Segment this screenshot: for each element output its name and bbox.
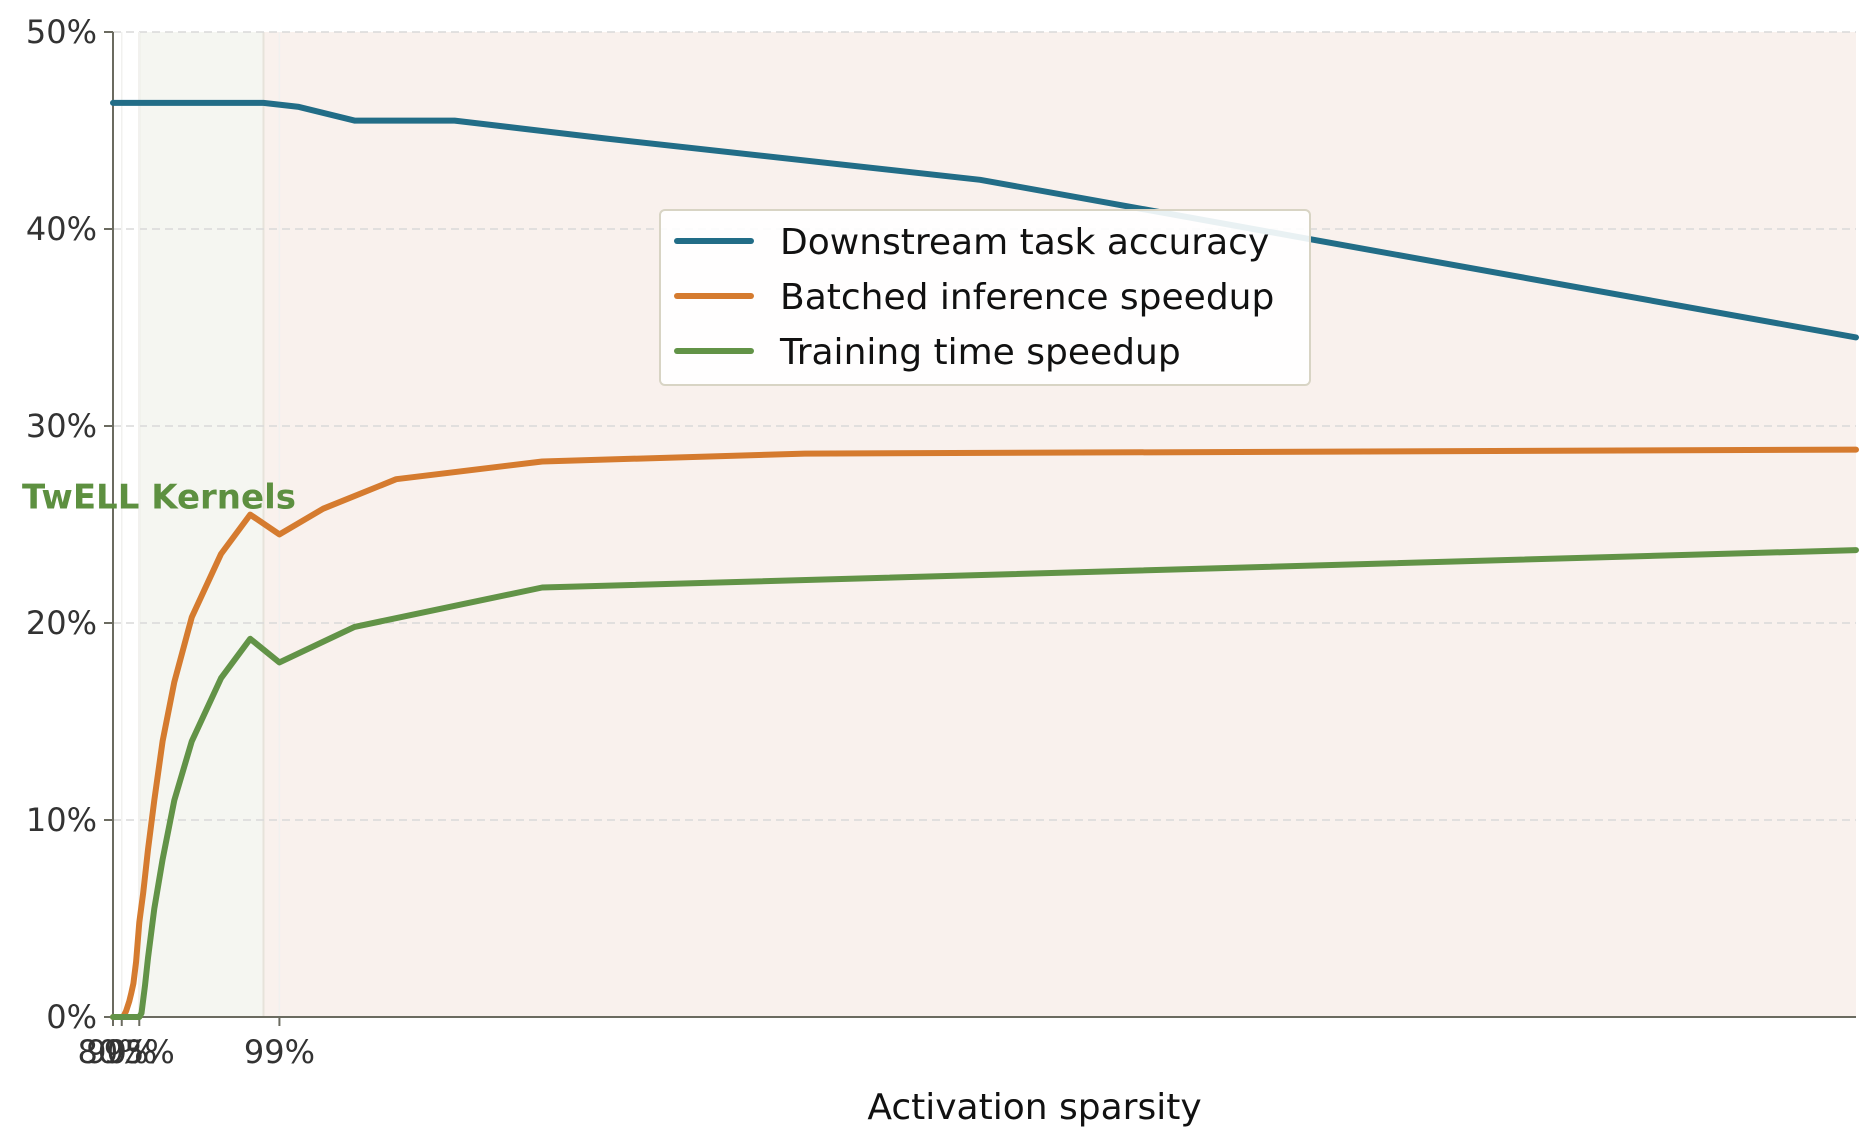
series-line-0: [110, 99, 1859, 341]
y-tick-label: 40%: [26, 210, 97, 248]
axes: 0% 10% 20% 30% 40% 50% 80%90%95% 99%: [26, 13, 1856, 1071]
y-tick-label: 0%: [46, 998, 97, 1036]
legend-box: [659, 209, 1311, 386]
annotation-label: TwELL Kernels: [22, 478, 296, 518]
shaded-regions: [138, 32, 1857, 1017]
y-tick-label: 30%: [26, 407, 97, 445]
x-axis-title: Activation sparsity: [867, 1087, 1201, 1128]
shaded-region-1: [263, 32, 1857, 1017]
series-line-1: [110, 446, 1859, 1020]
y-tick-label: 20%: [26, 604, 97, 642]
series-lines: [110, 99, 1859, 1020]
x-tick-label: 80%: [77, 1033, 148, 1071]
legend: Downstream task accuracy Batched inferenc…: [659, 209, 1311, 386]
x-tick-label: 90%: [86, 1033, 157, 1071]
legend-label: Downstream task accuracy: [780, 222, 1269, 263]
y-tick-label: 10%: [26, 801, 97, 839]
y-tick-label: 50%: [26, 13, 97, 51]
legend-label: Batched inference speedup: [780, 277, 1274, 318]
series-line-2: [110, 547, 1859, 1020]
x-tick-label: 99%: [244, 1033, 315, 1071]
x-tick-label: 95%: [104, 1033, 175, 1071]
legend-label: Training time speedup: [779, 332, 1181, 373]
annotations: TwELL Kernels: [22, 478, 296, 518]
